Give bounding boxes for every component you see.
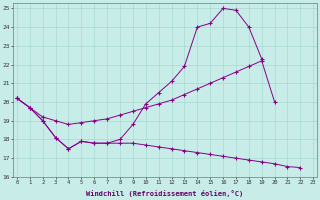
X-axis label: Windchill (Refroidissement éolien,°C): Windchill (Refroidissement éolien,°C) — [86, 190, 244, 197]
